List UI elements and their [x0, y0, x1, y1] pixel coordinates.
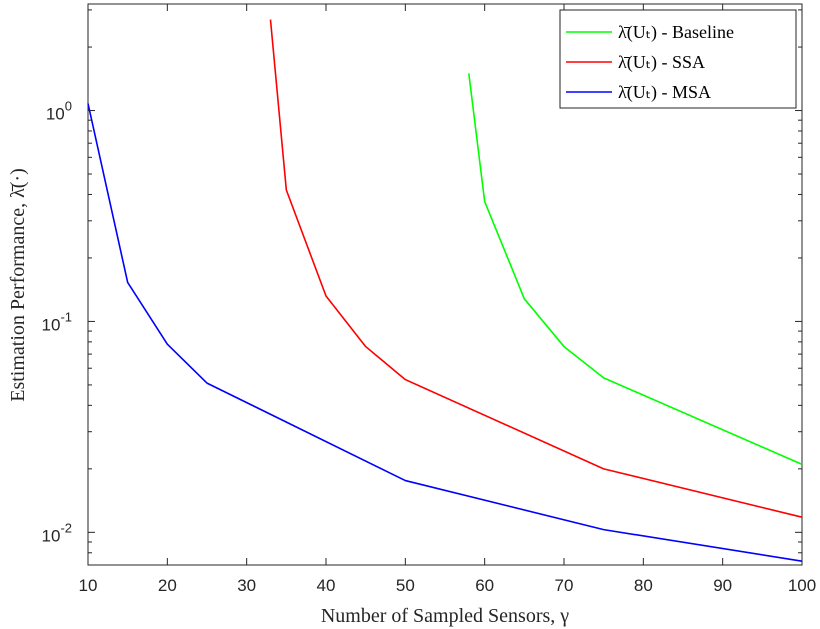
- legend-label: λ̄(Uₜ) - SSA: [618, 52, 705, 73]
- legend-label: λ̄(Uₜ) - MSA: [618, 82, 711, 103]
- y-axis-label: Estimation Performance, λ̄(·): [7, 168, 29, 402]
- y-tick-mantissa: 10: [42, 315, 61, 334]
- x-tick-label: 90: [713, 576, 732, 595]
- legend: λ̄(Uₜ) - Baseline λ̄(Uₜ) - SSA λ̄(Uₜ) - MS…: [559, 9, 797, 109]
- y-tick-exponent: -2: [60, 520, 72, 535]
- y-tick-exponent: -1: [60, 309, 72, 324]
- x-tick-label: 50: [396, 576, 415, 595]
- x-axis-label: Number of Sampled Sensors, γ: [321, 605, 569, 627]
- x-tick-label: 100: [788, 576, 816, 595]
- series-line: [468, 73, 803, 466]
- y-tick-label: 10-1: [42, 309, 72, 334]
- y-tick-label: 10-2: [42, 520, 72, 545]
- x-tick-label: 60: [475, 576, 494, 595]
- x-tick-label: 30: [237, 576, 256, 595]
- legend-items: λ̄(Uₜ) - Baseline λ̄(Uₜ) - SSA λ̄(Uₜ) - MS…: [566, 22, 734, 103]
- x-tick-label: 40: [317, 576, 336, 595]
- y-tick-mantissa: 10: [42, 526, 61, 545]
- x-tick-label: 10: [79, 576, 98, 595]
- y-tick-label: 100: [46, 99, 72, 124]
- legend-label: λ̄(Uₜ) - Baseline: [618, 22, 734, 43]
- series-line: [269, 19, 803, 518]
- series-line: [87, 103, 803, 562]
- x-tick-labels: 10 20 30 40 50 60 70 80 90 100: [79, 576, 817, 595]
- x-tick-label: 80: [634, 576, 653, 595]
- x-tick-label: 20: [158, 576, 177, 595]
- y-tick-exponent: 0: [65, 99, 72, 114]
- x-tick-label: 70: [555, 576, 574, 595]
- y-tick-mantissa: 10: [46, 105, 65, 124]
- series-lines: [87, 19, 803, 562]
- minor-ticks: [88, 9, 802, 566]
